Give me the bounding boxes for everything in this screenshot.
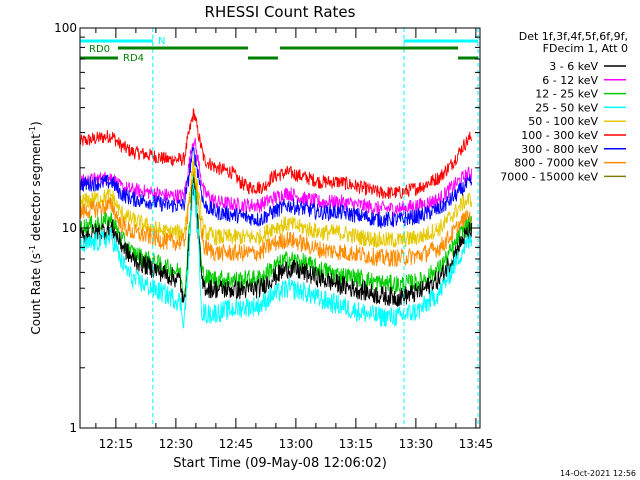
y-axis-label-text: Count Rate (s bbox=[29, 253, 43, 335]
series-line-100-300-kev bbox=[79, 107, 473, 200]
x-tick-label: 12:45 bbox=[219, 437, 254, 451]
status-label-rd4: RD4 bbox=[123, 53, 144, 64]
legend-label-5: 50 - 100 keV bbox=[528, 115, 598, 128]
y-axis-label: Count Rate (s-1 detector segment-1) bbox=[28, 121, 43, 334]
axes: 1 10 100 12:15 12:30 12:45 13:00 13:15 13:30 13:4… bbox=[54, 21, 493, 451]
series-line-300-800-kev bbox=[79, 147, 473, 229]
legend-label-1: 3 - 6 keV bbox=[549, 60, 598, 73]
status-label-rd0: RD0 bbox=[89, 44, 110, 55]
svg-text:Count Rate (s-1 detector segme: Count Rate (s-1 detector segment-1) bbox=[28, 121, 43, 334]
y-axis-label-mid: detector segment bbox=[29, 134, 43, 245]
series-line-800-7000-kev bbox=[79, 170, 473, 268]
legend-label-3: 12 - 25 keV bbox=[535, 88, 598, 101]
legend-header-line-2: FDecim 1, Att 0 bbox=[543, 42, 628, 55]
y-tick-label: 10 bbox=[62, 221, 77, 235]
y-axis-label-sup2: -1 bbox=[28, 126, 37, 134]
legend-label-9: 7000 - 15000 keV bbox=[500, 170, 598, 183]
chart-title: RHESSI Count Rates bbox=[205, 3, 356, 21]
status-label-n: N bbox=[158, 36, 165, 47]
series-line-50-100-kev bbox=[79, 157, 473, 249]
x-tick-label: 12:15 bbox=[99, 437, 134, 451]
x-axis-label: Start Time (09-May-08 12:06:02) bbox=[173, 456, 387, 471]
x-tick-label: 13:15 bbox=[339, 437, 374, 451]
series-line-25-50-kev bbox=[79, 182, 473, 329]
y-axis-label-sup: -1 bbox=[28, 245, 37, 253]
legend-header-line-1: Det 1f,3f,4f,5f,6f,9f, bbox=[519, 30, 628, 43]
legend-label-7: 300 - 800 keV bbox=[521, 143, 598, 156]
legend-label-6: 100 - 300 keV bbox=[521, 129, 598, 142]
legend-label-8: 800 - 7000 keV bbox=[514, 157, 598, 170]
legend: Det 1f,3f,4f,5f,6f,9f,FDecim 1, Att 0 3 -… bbox=[500, 30, 628, 183]
plot-area: N RD0 RD4 bbox=[79, 28, 479, 428]
y-tick-label: 1 bbox=[69, 421, 77, 435]
x-tick-label: 12:30 bbox=[159, 437, 194, 451]
series-line-6-12-kev bbox=[79, 137, 473, 217]
legend-label-4: 25 - 50 keV bbox=[535, 101, 598, 114]
x-tick-label: 13:30 bbox=[399, 437, 434, 451]
y-axis-label-end: ) bbox=[29, 121, 43, 126]
x-tick-label: 13:00 bbox=[279, 437, 314, 451]
y-tick-label: 100 bbox=[54, 21, 77, 35]
x-tick-label: 13:45 bbox=[459, 437, 494, 451]
legend-label-2: 6 - 12 keV bbox=[542, 74, 598, 87]
footer-timestamp: 14-Oct-2021 12:56 bbox=[560, 469, 636, 478]
series-line-3-6-kev bbox=[79, 177, 473, 307]
